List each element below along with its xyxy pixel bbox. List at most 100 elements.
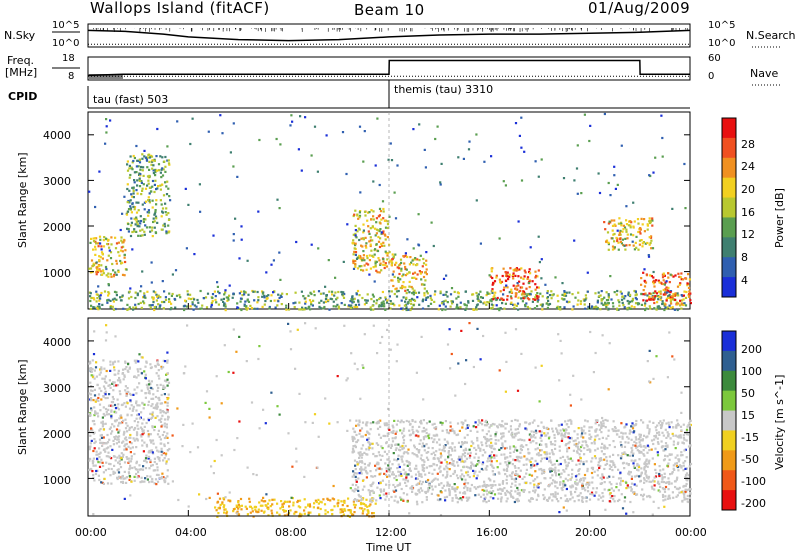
velocity-cell [431,447,434,450]
power-cell [110,243,113,246]
velocity-cell [138,417,141,420]
velocity-cell [120,458,123,461]
velocity-cell [481,444,484,447]
power-cell [533,298,537,301]
power-cell [408,280,411,283]
velocity-cell [298,499,302,502]
velocity-cell [99,427,102,431]
velocity-cell [96,383,99,387]
velocity-cell [542,469,545,472]
velocity-cell [610,465,613,469]
power-cell [224,289,227,292]
power-cell [280,303,283,306]
velocity-cell [675,487,678,490]
velocity-cell [518,483,521,486]
velocity-cell [525,444,528,447]
velocity-cell [133,359,136,362]
velocity-cell [393,458,396,461]
power-cell [688,295,691,298]
power-cell [119,299,123,302]
velocity-cell [670,482,673,485]
velocity-cell [435,464,438,467]
velocity-cell [117,440,121,444]
velocity-cell [112,363,115,366]
power-cell [211,293,215,296]
power-cell [128,290,131,293]
power-cell [123,274,126,277]
velocity-cell [456,486,459,489]
power-cell [154,209,157,212]
velocity-cell [657,422,661,425]
velocity-cell [512,450,515,453]
power-cell [224,309,227,312]
velocity-cell [149,433,152,436]
power-cell [641,245,644,248]
velocity-cell [357,423,360,426]
velocity-cell [451,497,454,500]
velocity-cell [446,442,450,445]
power-cell [605,240,608,243]
velocity-cell [466,424,469,427]
velocity-cell [229,500,232,503]
power-cell [380,242,383,245]
velocity-cell [446,467,449,470]
power-cell [493,294,496,297]
velocity-cell [588,426,591,429]
power-cell [423,287,426,290]
power-cell [94,248,97,251]
velocity-cell [579,457,582,460]
power-cell [524,271,527,274]
velocity-cell [366,430,369,433]
power-cell [391,273,394,276]
velocity-cell [415,477,418,480]
velocity-cell [260,509,263,512]
power-cell [151,160,154,163]
velocity-cell [161,424,164,427]
power-cell [130,224,133,227]
velocity-cell [461,423,464,426]
power-cell [625,244,628,247]
velocity-cell [684,490,687,493]
power-cell [531,300,534,303]
power-cell [129,234,133,238]
power-cell [337,307,341,310]
power-cell [145,158,148,161]
power-cell [126,227,129,230]
power-cell [138,179,141,182]
power-cell [289,124,292,127]
velocity-cell [451,429,455,432]
power-cell [568,291,571,294]
power-cell [140,193,143,196]
power-cell [354,253,357,256]
velocity-cell [460,457,463,460]
velocity-cell [319,507,322,511]
velocity-cell [111,382,114,385]
velocity-cell [573,500,576,503]
velocity-cell [505,478,508,481]
velocity-cell [104,390,107,393]
velocity-cell [511,431,514,434]
power-cell [119,296,122,299]
power-cell [136,184,139,187]
velocity-cell [682,469,685,472]
velocity-cell [451,428,454,431]
power-cell [263,294,266,297]
power-cell [383,219,386,222]
velocity-cell [485,468,488,471]
velocity-cell [640,445,643,448]
velocity-cell [102,395,105,398]
power-cell [407,301,410,304]
velocity-cell [136,368,139,371]
velocity-cell [362,509,365,513]
velocity-cell [453,464,456,467]
velocity-cell [522,490,525,493]
velocity-cell [677,436,681,439]
power-cell [371,293,374,296]
velocity-cell [384,498,387,501]
power-cell [342,296,346,299]
velocity-cell [368,499,372,503]
velocity-cell [505,422,508,425]
velocity-cell [385,492,388,495]
velocity-cell [500,496,503,499]
velocity-cell [455,474,459,477]
